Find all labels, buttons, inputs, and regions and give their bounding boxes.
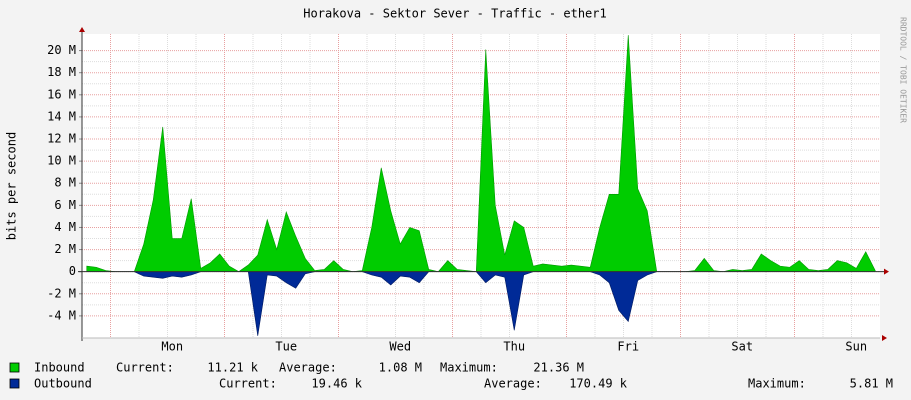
bottom-arrow [882,335,887,341]
y-tick-label: 4 M [54,220,76,234]
legend-stat-label: Maximum: [748,377,806,391]
x-tick-label: Wed [389,340,411,354]
legend-stat-label: Average: [484,377,542,391]
legend-stat-label: Average: [279,361,337,375]
watermark: RRDTOOL / TOBI OETIKER [899,17,908,123]
y-tick-label: -2 M [47,286,76,300]
legend-stat-value: 19.46 k [311,377,362,391]
x-tick-label: Mon [161,340,183,354]
x-tick-label: Fri [617,340,639,354]
y-axis-label: bits per second [5,132,19,240]
legend-stat-value: 170.49 k [569,377,628,391]
y-tick-label: 8 M [54,176,76,190]
legend-stat-value: 21.36 M [533,361,584,375]
y-tick-label: 14 M [47,109,76,123]
legend-label: Outbound [34,377,92,391]
y-axis-arrow [79,27,85,32]
y-tick-label: 18 M [47,65,76,79]
y-tick-label: 0 [69,264,76,278]
legend-stat-label: Current: [219,377,277,391]
y-tick-label: 16 M [47,87,76,101]
legend-stat-value: 11.21 k [207,361,258,375]
legend-stat-label: Maximum: [440,361,498,375]
legend-swatch [9,362,20,373]
y-tick-label: 2 M [54,242,76,256]
x-tick-label: Thu [503,340,525,354]
x-tick-label: Sat [731,340,753,354]
legend-stat-value: 1.08 M [379,361,422,375]
legend-label: Inbound [34,361,85,375]
y-tick-label: 12 M [47,132,76,146]
legend-stat-value: 5.81 M [850,377,893,391]
x-axis-arrow [884,268,889,275]
area [86,35,876,273]
chart-title: Horakova - Sektor Sever - Traffic - ethe… [303,7,606,21]
y-tick-label: 10 M [47,154,76,168]
legend-stat-label: Current: [116,361,174,375]
x-tick-label: Sun [845,340,867,354]
y-tick-label: -4 M [47,308,76,322]
y-tick-label: 20 M [47,43,76,57]
y-tick-label: 6 M [54,198,76,212]
legend-swatch [9,378,20,389]
x-tick-label: Tue [275,340,297,354]
